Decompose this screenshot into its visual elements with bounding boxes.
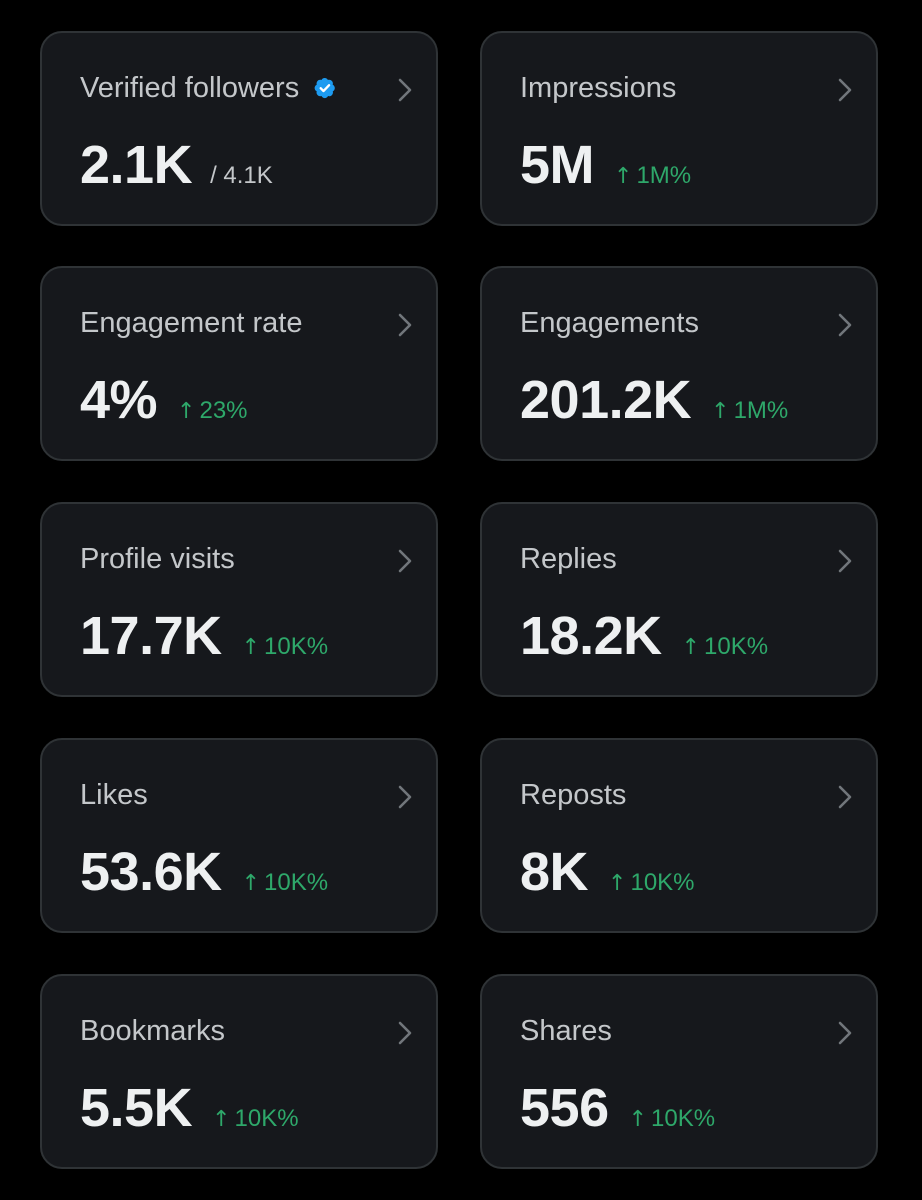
chevron-right-icon — [838, 785, 852, 809]
card-title-text: Bookmarks — [80, 1015, 226, 1047]
verified-badge-icon — [314, 77, 336, 99]
trend-indicator: ↑ 1M% — [614, 162, 691, 190]
metric-value: 53.6K — [80, 842, 222, 902]
arrow-up-icon: ↑ — [241, 871, 261, 896]
card-title: Shares — [520, 1014, 612, 1048]
card-title: Profile visits — [80, 542, 235, 576]
card-title: Verified followers — [80, 71, 339, 105]
trend-indicator: ↑ 10K% — [608, 869, 694, 897]
card-replies[interactable]: Replies 18.2K ↑ 10K% — [480, 502, 878, 697]
chevron-right-icon — [398, 78, 412, 102]
card-bookmarks[interactable]: Bookmarks 5.5K ↑ 10K% — [40, 974, 438, 1169]
card-title: Bookmarks — [80, 1014, 225, 1048]
arrow-up-icon: ↑ — [177, 399, 196, 424]
metric-value: 17.7K — [80, 606, 222, 666]
card-impressions[interactable]: Impressions 5M ↑ 1M% — [480, 31, 878, 226]
card-title-text: Engagement rate — [80, 307, 303, 339]
card-title-text: Replies — [520, 543, 617, 575]
metric-value: 18.2K — [520, 606, 662, 666]
trend-value: 10K% — [651, 1105, 716, 1132]
card-title: Reposts — [520, 778, 626, 812]
trend-indicator: ↑ 1M% — [711, 397, 788, 425]
trend-value: 1M% — [636, 162, 692, 189]
trend-indicator: ↑ 10K% — [242, 869, 328, 897]
trend-value: 10K% — [264, 633, 329, 660]
card-shares[interactable]: Shares 556 ↑ 10K% — [480, 974, 878, 1169]
metric-value: 556 — [520, 1078, 609, 1138]
trend-indicator: ↑ 10K% — [629, 1105, 715, 1133]
metric-value: 4% — [80, 370, 158, 430]
card-title: Engagement rate — [80, 306, 302, 340]
chevron-right-icon — [838, 549, 852, 573]
card-title-text: Shares — [520, 1015, 612, 1047]
metric-value: 8K — [520, 842, 589, 902]
metric-row: 2.1K / 4.1K — [80, 135, 273, 195]
trend-value: 10K% — [704, 633, 769, 660]
metric-row: 17.7K ↑ 10K% — [80, 606, 328, 666]
metric-row: 8K ↑ 10K% — [520, 842, 695, 902]
chevron-right-icon — [398, 549, 412, 573]
chevron-right-icon — [398, 1021, 412, 1045]
chevron-right-icon — [398, 785, 412, 809]
metric-value: 201.2K — [520, 370, 692, 430]
card-title: Engagements — [520, 306, 699, 340]
arrow-up-icon: ↑ — [241, 635, 261, 660]
arrow-up-icon: ↑ — [212, 1107, 231, 1132]
metric-value: 2.1K — [80, 135, 193, 195]
card-title-text: Engagements — [520, 307, 699, 339]
arrow-up-icon: ↑ — [608, 871, 627, 896]
chevron-right-icon — [398, 313, 412, 337]
trend-value: 10K% — [630, 869, 695, 896]
arrow-up-icon: ↑ — [681, 635, 701, 660]
metric-total: / 4.1K — [210, 162, 273, 189]
trend-value: 1M% — [733, 397, 789, 424]
card-verified-followers[interactable]: Verified followers 2.1K / 4.1K — [40, 31, 438, 226]
card-engagements[interactable]: Engagements 201.2K ↑ 1M% — [480, 266, 878, 461]
trend-indicator: ↑ 10K% — [242, 633, 328, 661]
chevron-right-icon — [838, 1021, 852, 1045]
arrow-up-icon: ↑ — [711, 399, 730, 424]
card-title-text: Profile visits — [80, 543, 235, 575]
card-title: Likes — [80, 778, 148, 812]
arrow-up-icon: ↑ — [628, 1107, 648, 1132]
metric-row: 201.2K ↑ 1M% — [520, 370, 788, 430]
metric-value: 5M — [520, 135, 595, 195]
card-title: Impressions — [520, 71, 676, 105]
card-title-text: Impressions — [520, 72, 677, 104]
trend-indicator: ↑ 23% — [177, 397, 247, 425]
chevron-right-icon — [838, 313, 852, 337]
card-title: Replies — [520, 542, 617, 576]
card-profile-visits[interactable]: Profile visits 17.7K ↑ 10K% — [40, 502, 438, 697]
arrow-up-icon: ↑ — [614, 164, 633, 189]
metric-row: 4% ↑ 23% — [80, 370, 248, 430]
card-title-text: Verified followers — [80, 72, 300, 104]
metric-row: 5.5K ↑ 10K% — [80, 1078, 299, 1138]
trend-value: 23% — [199, 397, 248, 424]
trend-value: 10K% — [264, 869, 329, 896]
metric-row: 556 ↑ 10K% — [520, 1078, 715, 1138]
card-title-text: Likes — [80, 779, 148, 811]
trend-value: 10K% — [234, 1105, 299, 1132]
trend-indicator: ↑ 10K% — [212, 1105, 298, 1133]
metric-row: 5M ↑ 1M% — [520, 135, 691, 195]
metric-value: 5.5K — [80, 1078, 193, 1138]
card-engagement-rate[interactable]: Engagement rate 4% ↑ 23% — [40, 266, 438, 461]
metric-row: 53.6K ↑ 10K% — [80, 842, 328, 902]
card-title-text: Reposts — [520, 779, 627, 811]
metric-row: 18.2K ↑ 10K% — [520, 606, 768, 666]
card-likes[interactable]: Likes 53.6K ↑ 10K% — [40, 738, 438, 933]
chevron-right-icon — [838, 78, 852, 102]
trend-indicator: ↑ 10K% — [682, 633, 768, 661]
card-reposts[interactable]: Reposts 8K ↑ 10K% — [480, 738, 878, 933]
